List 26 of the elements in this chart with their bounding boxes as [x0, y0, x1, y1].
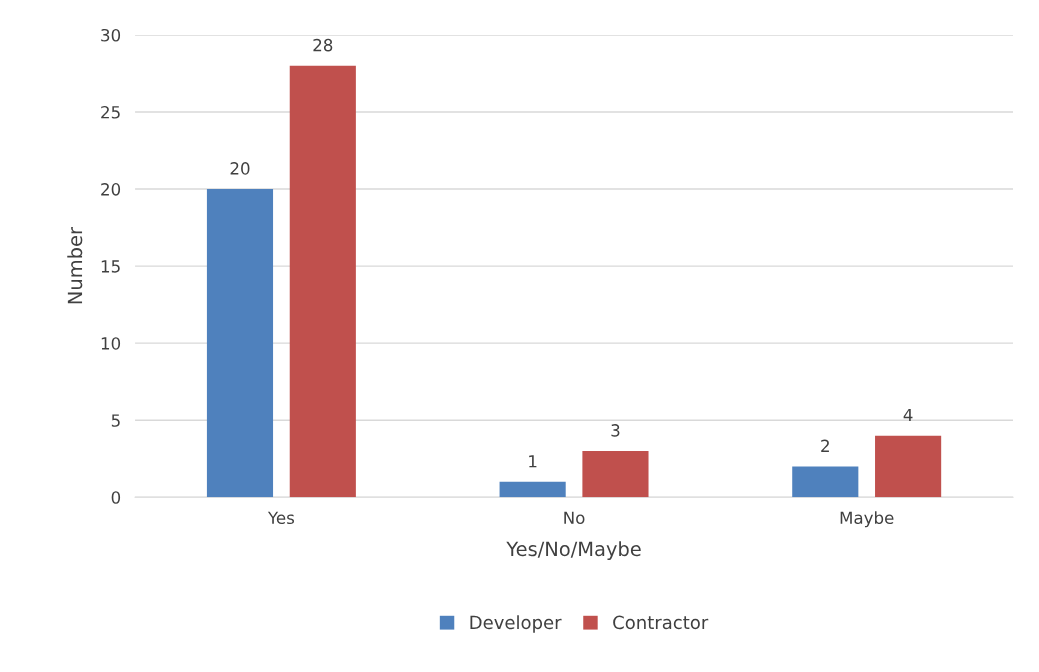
legend-label: Developer	[470, 615, 562, 633]
y-tick-label: 25	[101, 105, 120, 119]
x-tick-label: Maybe	[840, 511, 894, 528]
y-axis-title: Number	[67, 227, 83, 304]
bar	[792, 466, 859, 498]
data-label: 2	[821, 439, 829, 452]
y-tick-label: 20	[101, 183, 121, 196]
data-label: 28	[313, 38, 333, 52]
data-label: 20	[230, 162, 250, 175]
y-tick-label: 0	[111, 491, 121, 504]
bar	[206, 189, 274, 498]
bar	[875, 435, 942, 498]
legend-label: Contractor	[613, 615, 709, 630]
y-tick-label: 30	[101, 28, 121, 42]
data-label: 4	[903, 408, 913, 422]
data-label: 3	[611, 424, 620, 437]
bar	[582, 451, 649, 498]
y-tick-label: 5	[111, 414, 120, 427]
y-tick-label: 10	[101, 337, 121, 350]
x-tick-label: Yes	[267, 511, 295, 525]
x-axis-title: Yes/No/Maybe	[506, 541, 641, 561]
data-label: 1	[529, 455, 537, 468]
y-tick-label: 15	[101, 260, 120, 273]
x-tick-label: No	[564, 511, 585, 525]
bar	[289, 65, 356, 498]
bar	[499, 481, 566, 498]
